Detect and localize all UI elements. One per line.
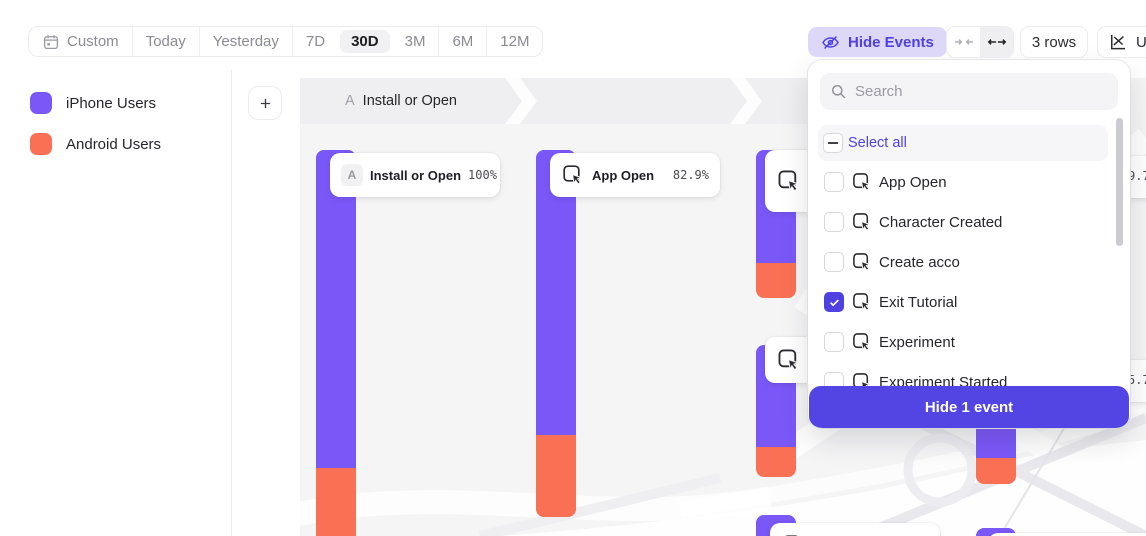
step-letter: A: [345, 93, 355, 109]
checkbox[interactable]: [824, 172, 844, 192]
event-icon: [853, 253, 871, 272]
step-card-row3[interactable]: [770, 523, 940, 536]
bar-step1-android[interactable]: [316, 468, 356, 536]
event-item-create-acco[interactable]: Create acco: [808, 242, 1130, 282]
event-icon: [853, 213, 871, 232]
step-letter-chip: A: [341, 164, 363, 186]
conversion-value: 100%: [468, 168, 497, 182]
event-icon: [778, 170, 800, 193]
dropdown-scrollbar[interactable]: [1116, 118, 1123, 246]
step-name: Install or Open: [362, 93, 457, 109]
chart-type-button[interactable]: U: [1097, 26, 1146, 58]
line-chart-icon: [1111, 34, 1126, 50]
bar-step2-android[interactable]: [536, 435, 576, 517]
event-icon: [853, 293, 871, 312]
date-range-3m[interactable]: 3M: [392, 27, 439, 56]
event-icon: [563, 165, 583, 186]
hide-events-button[interactable]: Hide Events: [808, 27, 947, 57]
legend-item-android[interactable]: Android Users: [30, 133, 161, 155]
checkbox[interactable]: [824, 212, 844, 232]
checkbox[interactable]: [824, 292, 844, 312]
date-range-yesterday[interactable]: Yesterday: [198, 27, 292, 56]
select-all-row[interactable]: Select all: [818, 125, 1108, 161]
event-icon: [853, 173, 871, 192]
plus-icon: [260, 98, 270, 108]
expand-columns-button[interactable]: [980, 27, 1013, 57]
hide-selected-events-button[interactable]: Hide 1 event: [809, 386, 1129, 428]
bar-row3-step4-iphone[interactable]: [976, 528, 1016, 536]
date-range-control: Custom Today Yesterday 7D 30D 3M 6M 12M: [28, 26, 544, 57]
search-icon: [832, 85, 846, 99]
add-step-button[interactable]: [248, 86, 282, 120]
date-range-custom[interactable]: Custom: [29, 27, 132, 56]
column-width-control: [946, 26, 1014, 58]
iphone-color-swatch: [30, 92, 52, 114]
check-icon: [829, 298, 839, 306]
event-item-exit-tutorial[interactable]: Exit Tutorial: [808, 282, 1130, 322]
rows-count-button[interactable]: 3 rows: [1020, 26, 1088, 58]
date-range-12m[interactable]: 12M: [486, 27, 542, 56]
event-icon: [853, 333, 871, 352]
events-dropdown: Select all App Open Character Created Cr…: [808, 60, 1130, 428]
bar-step2-iphone[interactable]: [536, 150, 576, 435]
bar-row2-step3-android[interactable]: [756, 447, 796, 477]
checkbox[interactable]: [824, 252, 844, 272]
date-range-today[interactable]: Today: [131, 27, 199, 56]
conversion-value: 82.9%: [672, 168, 709, 182]
event-search-input[interactable]: [855, 83, 1118, 100]
date-range-30d[interactable]: 30D: [340, 30, 390, 53]
event-search[interactable]: [820, 73, 1118, 110]
step-card-row3-col4[interactable]: [988, 533, 1146, 536]
event-item-character-created[interactable]: Character Created: [808, 202, 1130, 242]
collapse-columns-button[interactable]: [947, 27, 980, 57]
arrows-in-icon: [954, 39, 973, 45]
android-color-swatch: [30, 133, 52, 155]
step-card-install-or-open[interactable]: A Install or Open 100%: [330, 153, 500, 197]
eye-off-icon: [822, 35, 839, 49]
step-card-app-open[interactable]: App Open 82.9%: [550, 153, 720, 197]
calendar-icon: [43, 34, 59, 49]
event-icon: [778, 349, 800, 372]
legend-item-iphone[interactable]: iPhone Users: [30, 92, 161, 114]
event-item-experiment[interactable]: Experiment: [808, 322, 1130, 362]
select-all-checkbox[interactable]: [823, 133, 843, 153]
bar-step1-iphone[interactable]: [316, 150, 356, 468]
funnel-step-band[interactable]: [300, 78, 830, 124]
funnel-step-header[interactable]: A Install or Open: [300, 78, 600, 124]
arrows-out-icon: [987, 39, 1006, 45]
event-list: App Open Character Created Create acco E…: [808, 162, 1130, 392]
series-legend: iPhone Users Android Users: [30, 92, 161, 174]
date-range-7d[interactable]: 7D: [291, 27, 338, 56]
panel-divider: [231, 70, 232, 536]
bar-row2-step4-android[interactable]: [976, 458, 1016, 484]
event-item-app-open[interactable]: App Open: [808, 162, 1130, 202]
date-range-6m[interactable]: 6M: [438, 27, 486, 56]
bar-step3-android[interactable]: [756, 263, 796, 298]
checkbox[interactable]: [824, 332, 844, 352]
